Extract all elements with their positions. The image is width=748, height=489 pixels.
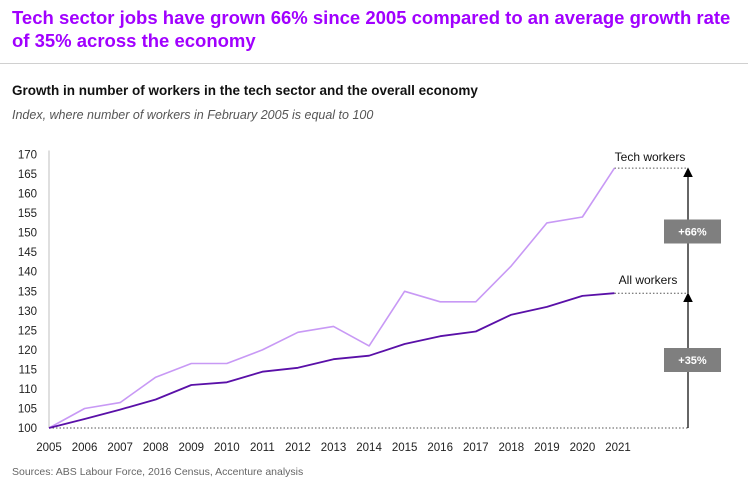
series-labels: Tech workers All workers (615, 150, 686, 287)
all-workers-line (48, 292, 615, 429)
x-tick-label: 2010 (214, 442, 240, 454)
y-tick-label: 155 (18, 208, 37, 220)
y-axis-ticks: 100 105 110 115 120 125 130 135 140 145 150 155 160 1… (18, 150, 37, 436)
badge-label: +35% (678, 355, 707, 367)
badge-box (664, 348, 721, 372)
x-tick-label: 2015 (392, 442, 418, 454)
x-tick-label: 2011 (250, 442, 275, 454)
y-tick-label: 160 (18, 189, 37, 201)
axes (48, 150, 688, 429)
chart-title: Growth in number of workers in the tech … (12, 83, 478, 98)
tech-workers-line (48, 167, 616, 429)
x-tick-label: 2019 (534, 442, 560, 454)
y-tick-label: 165 (18, 169, 37, 181)
growth-annotations: +66% +35% (614, 167, 721, 428)
y-tick-label: 150 (18, 228, 37, 240)
x-tick-label: 2012 (285, 442, 311, 454)
x-tick-label: 2013 (321, 442, 347, 454)
y-tick-label: 135 (18, 286, 37, 298)
chart-subtitle: Index, where number of workers in Februa… (12, 108, 374, 122)
x-tick-label: 2018 (499, 442, 525, 454)
x-tick-label: 2021 (605, 442, 631, 454)
y-tick-label: 130 (18, 306, 37, 318)
badge-label: +66% (678, 227, 707, 239)
badge-box (664, 219, 721, 244)
x-tick-label: 2006 (72, 442, 98, 454)
y-tick-label: 100 (18, 423, 37, 435)
series-lines (48, 167, 616, 429)
x-tick-label: 2009 (178, 442, 204, 454)
divider (0, 63, 748, 64)
y-tick-label: 140 (18, 267, 37, 279)
source-note: Sources: ABS Labour Force, 2016 Census, … (12, 466, 304, 478)
y-tick-label: 125 (18, 325, 37, 337)
y-tick-label: 115 (19, 364, 37, 376)
y-tick-label: 105 (18, 403, 37, 415)
x-tick-label: 2016 (427, 442, 453, 454)
x-axis-ticks: 2005 2006 2007 2008 2009 2010 2011 2012 2013 2014… (36, 442, 631, 454)
x-tick-label: 2020 (570, 442, 596, 454)
y-tick-label: 145 (18, 247, 37, 259)
all-growth-badge: +35% (664, 348, 721, 372)
x-tick-label: 2014 (356, 442, 382, 454)
tech-growth-badge: +66% (664, 219, 721, 244)
headline: Tech sector jobs have grown 66% since 20… (12, 7, 731, 51)
y-tick-label: 170 (18, 150, 37, 162)
tech-workers-label: Tech workers (615, 150, 686, 164)
x-tick-label: 2007 (107, 442, 133, 454)
x-tick-label: 2017 (463, 442, 489, 454)
all-workers-label: All workers (619, 273, 678, 287)
x-tick-label: 2005 (36, 442, 62, 454)
x-tick-label: 2008 (143, 442, 169, 454)
y-tick-label: 110 (19, 384, 37, 396)
y-tick-label: 120 (18, 345, 37, 357)
